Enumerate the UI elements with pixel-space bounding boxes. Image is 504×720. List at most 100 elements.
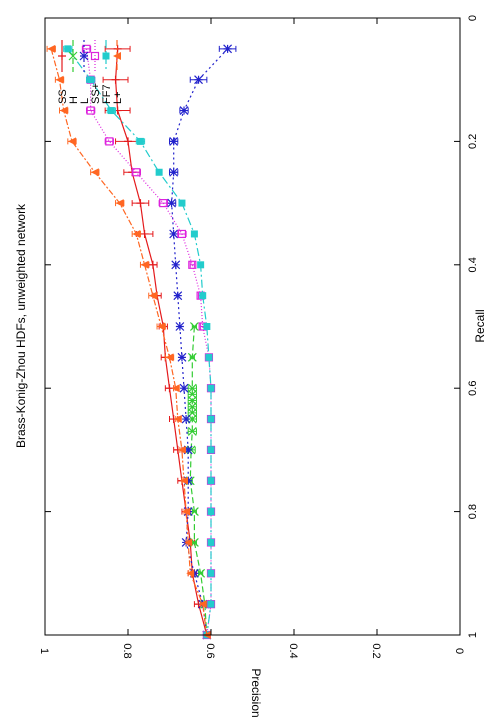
y-axis-label: Precision bbox=[249, 668, 263, 717]
error-bar bbox=[86, 107, 96, 114]
series-line bbox=[189, 326, 208, 636]
data-point bbox=[199, 292, 207, 300]
error-bar bbox=[158, 200, 168, 207]
data-point bbox=[169, 136, 179, 146]
error-bar bbox=[81, 45, 92, 52]
data-point bbox=[183, 445, 193, 455]
data-point bbox=[132, 168, 141, 177]
legend-entry-ff7: FF7 bbox=[101, 40, 113, 104]
x-tick-label: 0.6 bbox=[467, 381, 479, 396]
plot-area bbox=[46, 44, 237, 640]
legend-label: FF7 bbox=[101, 84, 113, 104]
legend-swatch-marker bbox=[90, 51, 100, 61]
data-point bbox=[177, 445, 186, 454]
x-tick-label: 0.4 bbox=[467, 257, 479, 272]
error-bar bbox=[177, 230, 187, 237]
legend-label: L bbox=[79, 98, 91, 104]
data-point bbox=[189, 322, 199, 331]
data-point bbox=[179, 383, 189, 393]
data-point bbox=[169, 167, 179, 177]
y-tick-label: 0 bbox=[453, 648, 465, 654]
data-point bbox=[171, 384, 180, 393]
legend-swatch-marker bbox=[58, 52, 66, 60]
data-point bbox=[186, 569, 195, 578]
legend-swatch-marker bbox=[113, 52, 121, 60]
legend-entry-ss-plus: SS+ bbox=[90, 40, 102, 104]
data-point bbox=[115, 199, 124, 208]
data-point bbox=[207, 600, 215, 608]
data-point bbox=[169, 229, 179, 239]
data-point bbox=[177, 352, 187, 362]
error-bar bbox=[104, 138, 114, 145]
legend-entry-h: H bbox=[68, 40, 80, 104]
series-line bbox=[67, 48, 212, 636]
data-point bbox=[55, 75, 64, 84]
data-point bbox=[173, 415, 182, 424]
x-tick-label: 0.8 bbox=[467, 504, 479, 519]
data-point bbox=[136, 199, 145, 208]
y-tick-label: 0.2 bbox=[370, 643, 382, 658]
data-point bbox=[155, 168, 163, 176]
data-point bbox=[187, 426, 197, 436]
x-tick-label: 0.2 bbox=[467, 134, 479, 149]
error-bar bbox=[131, 169, 141, 176]
legend-entry-l-plus: L+ bbox=[112, 40, 124, 104]
data-point bbox=[207, 477, 215, 485]
x-tick-label: 0 bbox=[467, 15, 479, 21]
data-point bbox=[177, 229, 187, 239]
data-point bbox=[148, 291, 157, 300]
data-point bbox=[67, 137, 76, 146]
data-point bbox=[180, 476, 189, 485]
plot-frame bbox=[44, 17, 461, 636]
legend: SS H L SS+ FF7 L+ bbox=[57, 40, 124, 104]
legend-label: SS bbox=[57, 89, 69, 104]
data-point bbox=[207, 569, 215, 577]
legend-label: SS+ bbox=[90, 83, 102, 104]
legend-swatch-marker bbox=[102, 52, 110, 60]
data-point bbox=[111, 75, 120, 84]
data-point bbox=[140, 260, 149, 269]
data-point bbox=[136, 137, 144, 145]
data-point bbox=[179, 106, 189, 115]
data-point bbox=[189, 568, 199, 578]
y-tick-label: 1 bbox=[38, 648, 50, 654]
data-point bbox=[207, 415, 215, 423]
data-point bbox=[190, 230, 198, 238]
series-l-plus bbox=[46, 44, 211, 639]
legend-label: H bbox=[68, 96, 80, 104]
data-point bbox=[207, 384, 215, 392]
data-point bbox=[187, 414, 197, 424]
data-point bbox=[105, 137, 114, 146]
data-point bbox=[205, 353, 213, 361]
data-point bbox=[113, 44, 122, 53]
chart-title: Brass-Konig-Zhou HDFs, unweighted networ… bbox=[14, 203, 28, 448]
data-point bbox=[173, 291, 183, 301]
y-tick-label: 0.6 bbox=[204, 643, 216, 658]
legend-entry-l: L bbox=[79, 40, 91, 104]
data-point bbox=[59, 106, 68, 115]
y-tick-label: 0.8 bbox=[121, 643, 133, 658]
data-point bbox=[223, 44, 233, 54]
y-tick-label: 0.4 bbox=[287, 643, 299, 658]
data-point bbox=[175, 322, 185, 331]
series-line bbox=[50, 48, 208, 636]
data-point bbox=[182, 507, 191, 516]
data-point bbox=[197, 261, 205, 269]
data-point bbox=[86, 106, 95, 115]
data-point bbox=[178, 199, 186, 207]
data-point bbox=[47, 44, 56, 53]
legend-label: L+ bbox=[112, 91, 124, 104]
data-point bbox=[165, 353, 174, 362]
data-point bbox=[189, 507, 199, 517]
data-point bbox=[187, 352, 197, 362]
data-point bbox=[64, 45, 72, 53]
data-point bbox=[148, 260, 157, 269]
data-point bbox=[188, 260, 197, 269]
data-point bbox=[184, 538, 193, 547]
data-point bbox=[124, 137, 132, 146]
data-point bbox=[181, 414, 191, 424]
data-point bbox=[207, 446, 215, 454]
data-point bbox=[171, 260, 181, 270]
